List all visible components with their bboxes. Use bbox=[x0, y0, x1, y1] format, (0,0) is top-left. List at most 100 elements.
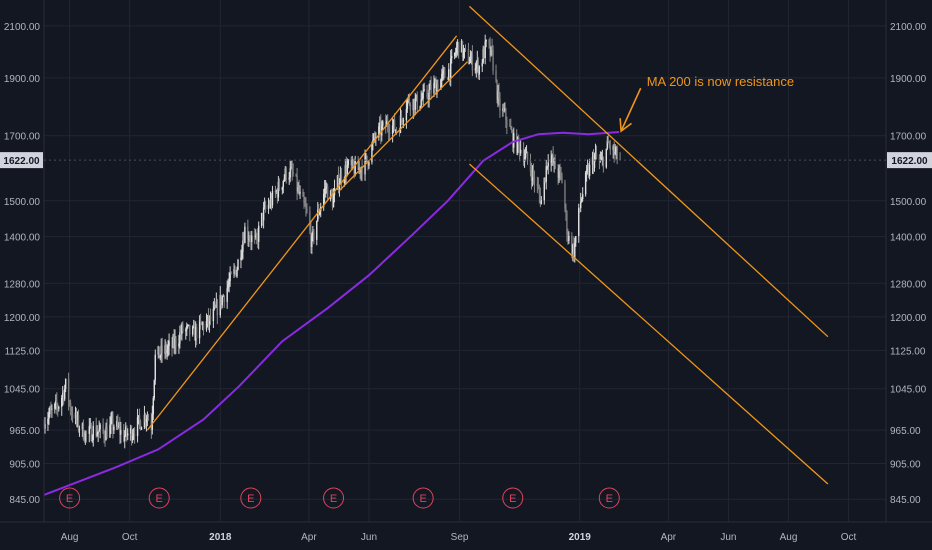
candle-body bbox=[304, 203, 306, 207]
candle-body bbox=[91, 440, 93, 441]
candle-body bbox=[602, 157, 605, 168]
candle-body bbox=[173, 337, 175, 348]
trendline[interactable] bbox=[468, 163, 829, 485]
candle-body bbox=[268, 204, 271, 207]
earnings-marker[interactable]: E bbox=[59, 487, 81, 509]
candle-body bbox=[201, 323, 204, 325]
candle-body bbox=[90, 425, 92, 441]
candle-body bbox=[219, 295, 221, 316]
candle-body bbox=[157, 346, 159, 355]
candle-body bbox=[545, 166, 547, 182]
candle-body bbox=[81, 423, 84, 430]
earnings-marker[interactable]: E bbox=[502, 487, 524, 509]
candle-body bbox=[492, 49, 494, 71]
candle-body bbox=[110, 420, 112, 425]
candle-body bbox=[380, 123, 382, 136]
candle-body bbox=[283, 178, 285, 182]
trendline[interactable] bbox=[146, 35, 458, 431]
candle-body bbox=[351, 160, 353, 165]
x-tick-label: Jun bbox=[361, 532, 377, 543]
candle-body bbox=[600, 159, 603, 161]
candle-body bbox=[399, 115, 402, 133]
y-tick-label-right: 845.00 bbox=[890, 495, 921, 506]
candle-body bbox=[601, 157, 604, 160]
earnings-marker-circle bbox=[59, 487, 81, 509]
candle-body bbox=[516, 133, 518, 154]
candle-body bbox=[484, 41, 486, 59]
candle-body bbox=[346, 165, 349, 175]
candle-body bbox=[386, 121, 388, 127]
y-tick-label-right: 1700.00 bbox=[890, 132, 927, 143]
candle-body bbox=[172, 337, 174, 348]
grid-layer bbox=[44, 0, 886, 522]
candle-body bbox=[453, 52, 456, 56]
earnings-marker[interactable]: E bbox=[323, 487, 345, 509]
trendline[interactable] bbox=[468, 5, 829, 338]
candle-body bbox=[189, 324, 191, 335]
candle-body bbox=[585, 170, 588, 173]
candle-body bbox=[63, 388, 66, 400]
candle-body bbox=[331, 195, 334, 208]
candle-body bbox=[430, 85, 432, 94]
candle-body bbox=[185, 329, 187, 332]
candle-body bbox=[505, 109, 507, 120]
candle-body bbox=[444, 70, 446, 78]
y-tick-label-right: 905.00 bbox=[890, 460, 921, 471]
trendline[interactable] bbox=[338, 61, 468, 191]
earnings-marker[interactable]: E bbox=[148, 487, 170, 509]
earnings-marker-circle bbox=[502, 487, 524, 509]
candle-body bbox=[454, 52, 457, 54]
candle-body bbox=[524, 153, 527, 158]
candle-body bbox=[208, 316, 211, 324]
candle-body bbox=[312, 231, 314, 236]
candle-body bbox=[513, 133, 515, 148]
candle-body bbox=[379, 123, 381, 127]
candle-body bbox=[506, 119, 508, 126]
candle-body bbox=[560, 171, 562, 176]
earnings-marker[interactable]: E bbox=[598, 487, 620, 509]
y-tick-label-right: 1400.00 bbox=[890, 233, 927, 244]
candle-body bbox=[498, 91, 500, 99]
annotation-layer: MA 200 is now resistance bbox=[619, 74, 794, 133]
candle-body bbox=[408, 96, 411, 105]
candle-body bbox=[229, 272, 231, 282]
earnings-marker[interactable]: E bbox=[412, 487, 434, 509]
candle-body bbox=[518, 143, 521, 154]
candle-body bbox=[311, 235, 313, 248]
candle-body bbox=[89, 425, 91, 427]
earnings-marker-circle bbox=[240, 487, 262, 509]
candle-body bbox=[179, 332, 181, 344]
candle-body bbox=[249, 239, 251, 241]
candle-body bbox=[558, 168, 560, 178]
candle-body bbox=[612, 146, 614, 151]
candle-body bbox=[85, 431, 88, 434]
candle-body bbox=[313, 231, 315, 240]
candle-body bbox=[464, 48, 467, 50]
candle-body bbox=[502, 108, 504, 111]
candle-body bbox=[92, 425, 94, 441]
candle-body bbox=[455, 47, 458, 53]
candle-body bbox=[443, 70, 445, 72]
candle-body bbox=[297, 187, 299, 192]
candle-body bbox=[525, 151, 528, 154]
candle-body bbox=[529, 160, 532, 172]
candle-body bbox=[352, 160, 354, 167]
candle-body bbox=[358, 167, 360, 170]
candle-body bbox=[105, 427, 107, 441]
candle-body bbox=[325, 186, 328, 188]
candle-body bbox=[160, 345, 162, 356]
candle-body bbox=[56, 400, 58, 406]
candle-body bbox=[405, 108, 408, 121]
candle-body bbox=[368, 162, 370, 166]
candle-body bbox=[467, 48, 470, 64]
candle-body bbox=[125, 426, 127, 436]
candle-body bbox=[347, 160, 350, 166]
candle-body bbox=[578, 207, 580, 237]
candle-body bbox=[422, 90, 424, 99]
candle-body bbox=[48, 414, 50, 419]
candle-body bbox=[540, 200, 543, 205]
earnings-marker[interactable]: E bbox=[240, 487, 262, 509]
